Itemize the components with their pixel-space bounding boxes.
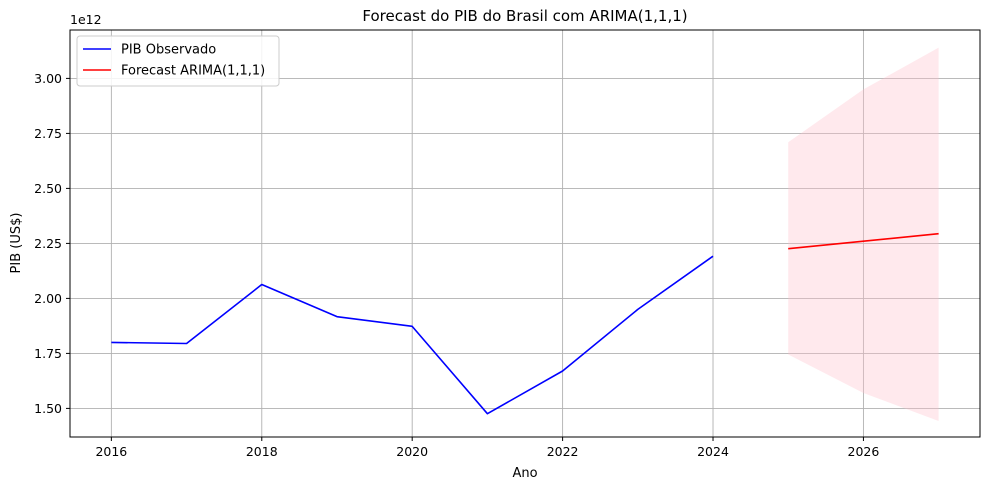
confidence-band-layer <box>788 47 939 421</box>
x-axis-label: Ano <box>512 466 537 481</box>
grid-lines <box>70 30 980 437</box>
x-axis-ticks: 2016 2018 2020 2022 2024 2026 <box>95 437 879 459</box>
series-layer <box>111 232 939 415</box>
x-tick-label: 2016 <box>95 444 127 459</box>
y-axis-label: PIB (US$) <box>9 213 24 274</box>
x-tick-label: 2026 <box>848 444 880 459</box>
y-tick-label: 2.00 <box>34 291 62 306</box>
y-tick-label: 1.50 <box>34 401 62 416</box>
y-tick-label: 1.75 <box>34 346 62 361</box>
confidence-band <box>788 47 939 421</box>
y-axis-ticks: 1.50 1.75 2.00 2.25 2.50 2.75 3.00 <box>34 71 70 416</box>
y-tick-label: 2.25 <box>34 236 62 251</box>
legend-label-observed: PIB Observado <box>121 43 216 58</box>
legend: PIB Observado Forecast ARIMA(1,1,1) <box>76 35 280 87</box>
chart-title: Forecast do PIB do Brasil com ARIMA(1,1,… <box>362 7 687 25</box>
y-tick-label: 3.00 <box>34 71 62 86</box>
plot-area-frame <box>69 29 981 438</box>
x-tick-label: 2024 <box>697 444 729 459</box>
y-tick-label: 2.75 <box>34 126 62 141</box>
legend-box <box>76 35 280 87</box>
y-tick-label: 2.50 <box>34 181 62 196</box>
legend-label-forecast: Forecast ARIMA(1,1,1) <box>121 64 265 79</box>
x-tick-label: 2022 <box>547 444 579 459</box>
x-tick-label: 2020 <box>396 444 428 459</box>
y-offset-label: 1e12 <box>70 12 102 27</box>
x-tick-label: 2018 <box>246 444 278 459</box>
